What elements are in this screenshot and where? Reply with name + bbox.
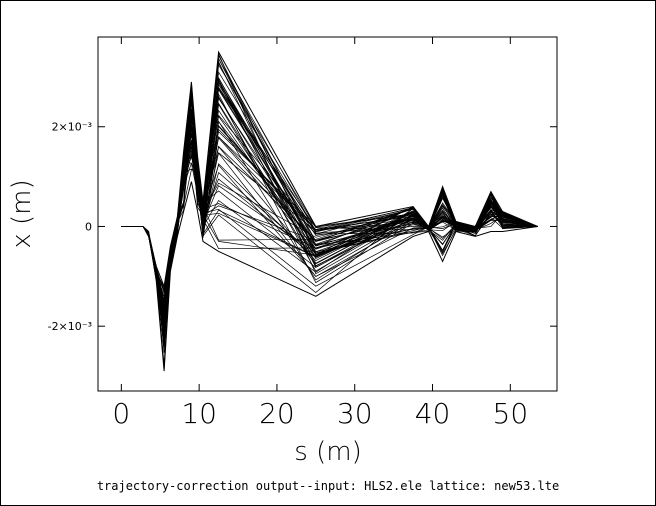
y-tick-label: 2×10⁻³ (52, 121, 92, 134)
x-tick-label: 30 (337, 397, 373, 430)
plot-area (97, 36, 558, 392)
y-tick-label: 0 (85, 220, 92, 233)
x-tick-label: 40 (415, 397, 451, 430)
x-tick-label: 20 (259, 397, 295, 430)
trajectory-envelope-lower (121, 181, 538, 372)
x-axis-ticks: 0 10 20 30 40 50 (112, 37, 528, 430)
trajectory-line (121, 102, 538, 333)
trajectory-line (121, 82, 538, 345)
trajectory-line (121, 83, 538, 315)
trajectory-line (121, 87, 538, 297)
trajectory-line (121, 102, 538, 331)
trajectory-line (121, 108, 538, 326)
trajectory-line (121, 143, 538, 304)
x-tick-label: 50 (493, 397, 529, 430)
x-tick-label: 10 (181, 397, 217, 430)
trajectory-line (121, 81, 538, 301)
trajectory-envelope-upper (121, 50, 538, 289)
trajectory-line (121, 79, 538, 302)
trajectory-line (121, 61, 538, 365)
y-tick-label: -2×10⁻³ (48, 320, 92, 333)
chart-caption: trajectory-correction output--input: HLS… (97, 479, 559, 493)
trajectory-line (121, 87, 538, 302)
x-axis-title: s (m) (294, 437, 361, 467)
trajectory-line (121, 76, 538, 349)
y-axis-ticks: -2×10⁻³ 0 2×10⁻³ (48, 121, 557, 333)
x-tick-label: 0 (112, 397, 130, 430)
y-axis-title: x (m) (7, 179, 37, 248)
trajectory-traces (121, 50, 538, 372)
